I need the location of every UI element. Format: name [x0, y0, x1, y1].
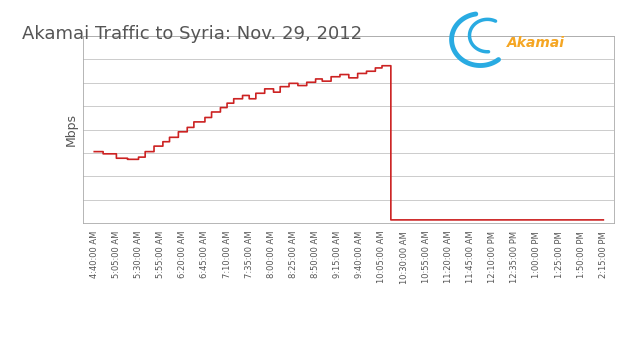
Text: Akamai Traffic to Syria: Nov. 29, 2012: Akamai Traffic to Syria: Nov. 29, 2012: [22, 25, 362, 43]
Y-axis label: Mbps: Mbps: [65, 113, 77, 146]
Text: Akamai: Akamai: [507, 36, 565, 50]
